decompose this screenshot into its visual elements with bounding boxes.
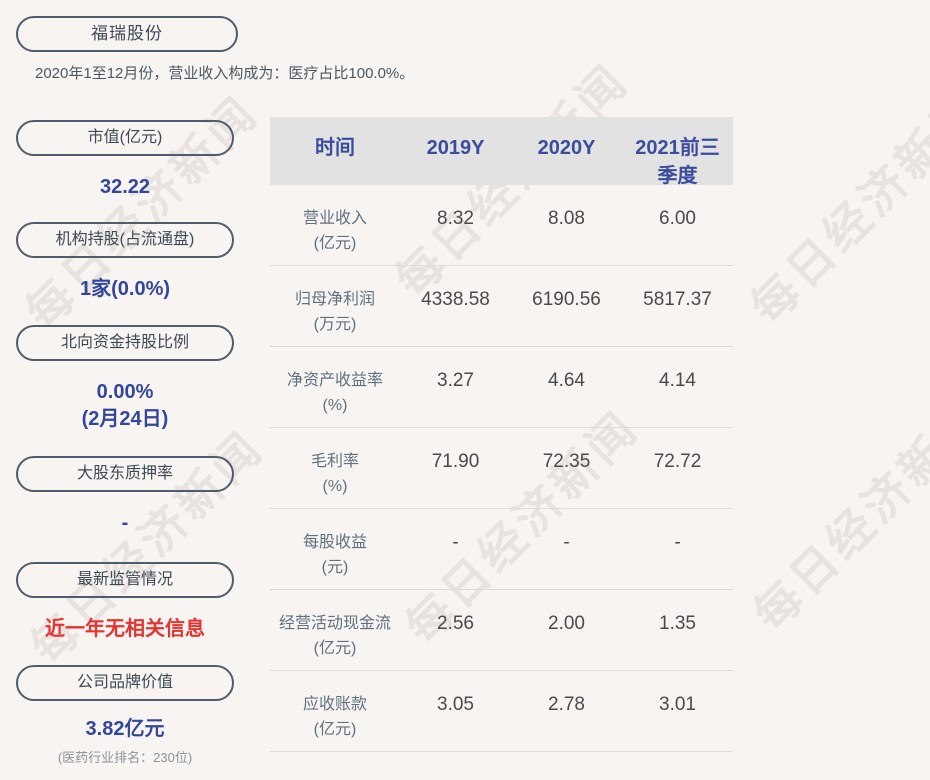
stat-label-pill: 最新监管情况	[16, 562, 234, 598]
column-header-2021q3: 2021前三季度	[635, 137, 720, 187]
cell-value: -	[674, 532, 681, 553]
row-label: 每股收益 (元)	[302, 534, 367, 576]
cell-value: 2.00	[548, 613, 585, 634]
stat-brand-value: 公司品牌价值 3.82亿元 (医药行业排名：230位)	[16, 665, 234, 766]
stat-value-line2: (2月24日)	[81, 408, 169, 430]
cell-value: 71.90	[431, 451, 480, 472]
cell-value: 3.01	[659, 694, 696, 715]
stat-value: 1家(0.0%)	[79, 278, 171, 300]
stat-label-pill: 市值(亿元)	[16, 120, 234, 156]
cell-value: 8.08	[548, 208, 585, 229]
cell-value: 4338.58	[421, 289, 490, 310]
stat-value: 3.82亿元	[85, 718, 165, 740]
stat-value-line1: 0.00%	[96, 381, 154, 403]
company-name: 福瑞股份	[91, 24, 163, 43]
stat-value: 近一年无相关信息	[45, 618, 205, 640]
table-row-eps: 每股收益 (元) - - -	[270, 509, 733, 590]
company-name-pill: 福瑞股份	[16, 16, 238, 52]
cell-value: 3.27	[437, 370, 474, 391]
cell-value: -	[563, 532, 570, 553]
stat-label-pill: 大股东质押率	[16, 456, 234, 492]
table-row-operating-cashflow: 经营活动现金流 (亿元) 2.56 2.00 1.35	[270, 590, 733, 671]
cell-value: -	[452, 532, 459, 553]
cell-value: 4.64	[548, 370, 585, 391]
row-label: 营业收入 (亿元)	[302, 210, 367, 252]
table-row-net-profit: 归母净利润 (万元) 4338.58 6190.56 5817.37	[270, 266, 733, 347]
stat-northbound-holding: 北向资金持股比例 0.00% (2月24日)	[16, 325, 234, 433]
stat-market-cap: 市值(亿元) 32.22	[16, 120, 234, 201]
column-header-2019: 2019Y	[426, 137, 485, 159]
stat-value: -	[121, 512, 129, 534]
stat-value: 0.00% (2月24日)	[16, 379, 234, 433]
financial-table: 时间 2019Y 2020Y 2021前三季度 营业收入 (亿元) 8.32 8.…	[270, 117, 733, 752]
column-header-time: 时间	[315, 137, 355, 159]
stat-label-pill: 公司品牌价值	[16, 665, 234, 701]
stat-label-pill: 机构持股(占流通盘)	[16, 222, 234, 258]
stat-institutional-holding: 机构持股(占流通盘) 1家(0.0%)	[16, 222, 234, 303]
stat-major-shareholder-pledge: 大股东质押率 -	[16, 456, 234, 537]
cell-value: 1.35	[659, 613, 696, 634]
revenue-composition-text: 2020年1至12月份，营业收入构成为：医疗占比100.0%。	[35, 65, 415, 82]
cell-value: 72.72	[653, 451, 702, 472]
cell-value: 6.00	[659, 208, 696, 229]
stat-regulatory-status: 最新监管情况 近一年无相关信息	[16, 562, 234, 643]
cell-value: 72.35	[542, 451, 591, 472]
table-row-gross-margin: 毛利率 (%) 71.90 72.35 72.72	[270, 428, 733, 509]
row-label: 毛利率 (%)	[310, 453, 359, 495]
cell-value: 2.78	[548, 694, 585, 715]
cell-value: 2.56	[437, 613, 474, 634]
cell-value: 8.32	[437, 208, 474, 229]
column-header-2020: 2020Y	[537, 137, 596, 159]
table-row-revenue: 营业收入 (亿元) 8.32 8.08 6.00	[270, 185, 733, 266]
row-label: 经营活动现金流 (亿元)	[278, 615, 391, 657]
stat-value: 32.22	[99, 176, 151, 198]
stat-label-pill: 北向资金持股比例	[16, 325, 234, 361]
row-label: 净资产收益率 (%)	[286, 372, 383, 414]
row-label: 归母净利润 (万元)	[294, 291, 375, 333]
table-row-accounts-receivable: 应收账款 (亿元) 3.05 2.78 3.01	[270, 671, 733, 752]
row-label: 应收账款 (亿元)	[302, 696, 367, 738]
cell-value: 6190.56	[532, 289, 601, 310]
cell-value: 5817.37	[643, 289, 712, 310]
table-row-roe: 净资产收益率 (%) 3.27 4.64 4.14	[270, 347, 733, 428]
stat-note: (医药行业排名：230位)	[57, 750, 193, 765]
table-header-row: 时间 2019Y 2020Y 2021前三季度	[270, 117, 733, 187]
cell-value: 3.05	[437, 694, 474, 715]
cell-value: 4.14	[659, 370, 696, 391]
